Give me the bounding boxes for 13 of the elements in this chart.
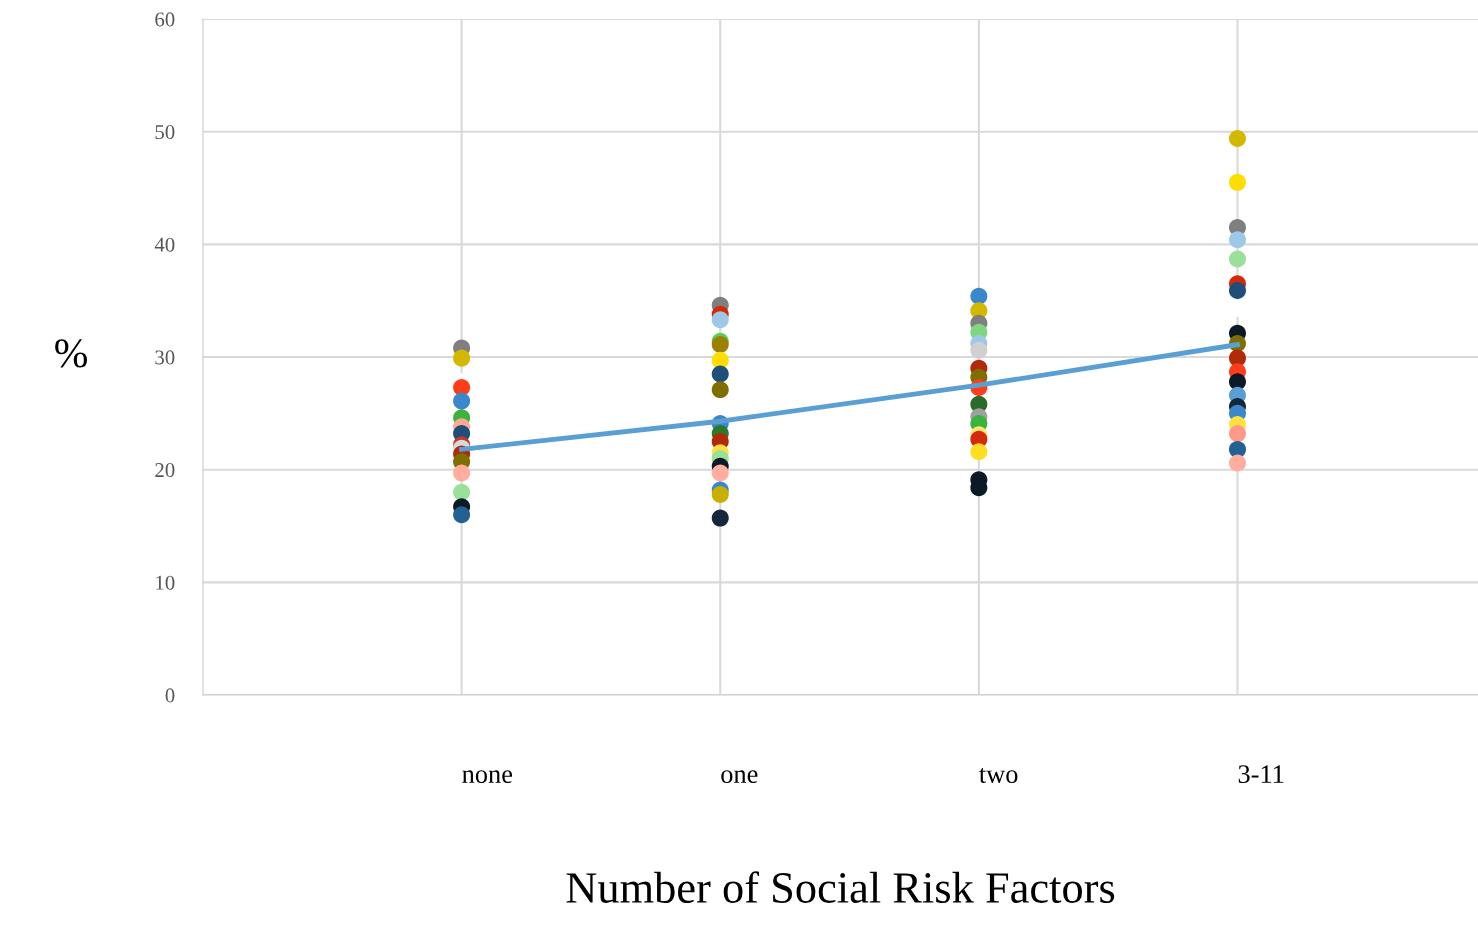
x-tick-label: none: [462, 770, 512, 784]
y-tick-label: 40: [154, 237, 175, 252]
y-tick-label: 20: [155, 463, 175, 478]
y-tick-label: 30: [155, 350, 175, 365]
y-tick-label: 10: [156, 575, 175, 590]
x-tick-label: two: [979, 767, 1018, 784]
y-tick-label: 0: [165, 688, 175, 703]
x-axis-title: Number of Social Risk Factors: [566, 871, 1115, 903]
y-tick-label: 50: [155, 125, 175, 140]
x-tick-label: one: [721, 770, 758, 784]
y-axis-title: %: [55, 339, 87, 368]
x-tick-label: 3-11: [1238, 765, 1284, 784]
y-tick-label: 60: [155, 12, 175, 27]
